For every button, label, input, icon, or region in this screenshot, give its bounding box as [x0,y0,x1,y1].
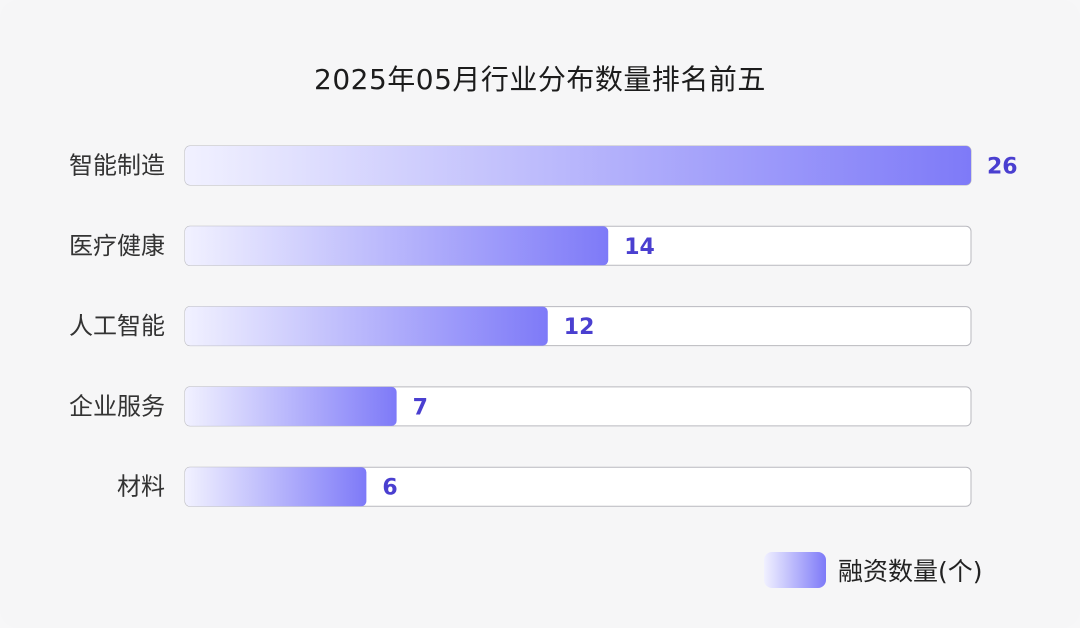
value-label: 14 [624,235,655,260]
value-label: 26 [987,155,1018,180]
category-label: 智能制造 [69,152,165,180]
category-label: 人工智能 [69,312,165,340]
value-label: 7 [413,395,428,420]
value-label: 6 [382,476,397,501]
bar [185,146,971,185]
bar [185,467,367,507]
bars-layer: 智能制造 26 医疗健康 14 人工智能 12 企业服务 7 材料 6 [69,145,1018,507]
bar [185,386,397,426]
category-label: 企业服务 [69,392,165,420]
bar [185,306,548,346]
category-label: 医疗健康 [69,232,165,260]
legend-swatch [764,552,826,588]
category-label: 材料 [117,473,165,501]
bar [185,226,609,266]
legend-label: 融资数量(个) [838,557,983,586]
value-label: 12 [564,315,595,340]
chart-title: 2025年05月行业分布数量排名前五 [314,63,766,96]
legend: 融资数量(个) [764,552,983,588]
